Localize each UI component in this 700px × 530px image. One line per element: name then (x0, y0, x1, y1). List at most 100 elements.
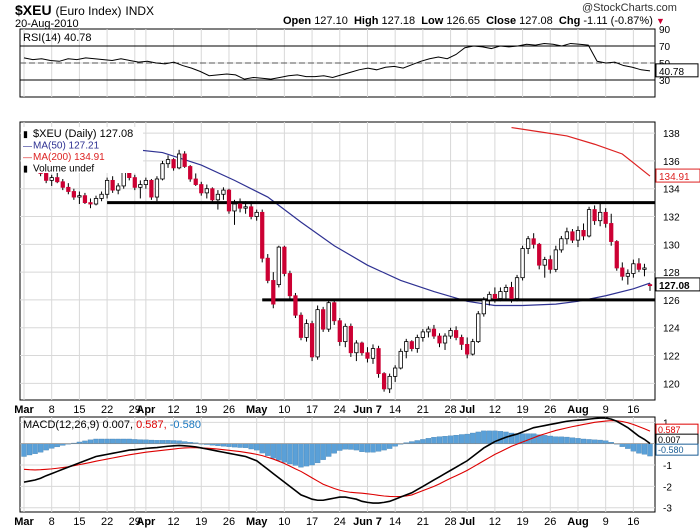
candle-body (60, 181, 65, 188)
x-axis-label: 9 (603, 404, 609, 416)
candle-body (254, 211, 259, 217)
macd-histogram-bar (353, 443, 360, 451)
candle-body (260, 211, 265, 259)
candle-body (193, 178, 198, 185)
price-tick-label: 130 (663, 240, 680, 251)
macd-histogram-bar (165, 440, 171, 444)
symbol: $XEU (15, 2, 52, 18)
macd-histogram-bar (276, 443, 282, 461)
macd-x-axis-label: Aug (567, 516, 588, 528)
candle-body (442, 335, 448, 344)
candle-body (437, 335, 442, 344)
candle-body (215, 193, 221, 201)
ma200-last-label: 134.91 (659, 172, 690, 183)
candle-body (404, 341, 409, 352)
legend-entry: Volume undef (33, 164, 94, 175)
macd-histogram-bar (575, 438, 581, 444)
candle-body (77, 195, 82, 198)
candle-body (492, 293, 498, 299)
candle-body (481, 299, 486, 315)
macd-histogram-bar (414, 440, 420, 444)
macd-histogram-bar (547, 435, 553, 444)
price-tick-label: 136 (663, 157, 680, 168)
macd-histogram-bar (436, 436, 443, 444)
candle-body (487, 293, 492, 301)
price-tick-label: 124 (663, 324, 680, 335)
candle-body (210, 188, 215, 201)
candle-body (531, 238, 536, 245)
macd-histogram-bar (26, 443, 33, 456)
candle-body (332, 302, 337, 322)
macd-histogram-bar (182, 441, 188, 444)
candle-body (354, 342, 359, 354)
macd-x-axis-label: 15 (73, 516, 85, 528)
symbol-title: $XEU (Euro Index) INDX (15, 2, 154, 18)
macd-histogram-bar (420, 439, 426, 444)
candle-body (636, 263, 642, 270)
macd-histogram-bar (270, 443, 276, 459)
macd-tick-label: -2 (663, 482, 672, 493)
low-value: 126.65 (446, 15, 480, 27)
macd-histogram-bar (254, 443, 260, 451)
close-label: Close (486, 15, 517, 27)
macd-histogram-bar (215, 443, 221, 446)
macd-line (23, 417, 651, 504)
candle-body (548, 259, 553, 270)
quote-date: 20-Aug-2010 (15, 18, 79, 30)
macd-histogram-bar (21, 443, 27, 457)
candle-body (387, 375, 392, 390)
macd-histogram-bar (159, 440, 166, 444)
high-value: 127.18 (381, 15, 416, 27)
candle-body (82, 195, 88, 204)
macd-histogram-bar (309, 443, 315, 466)
macd-histogram-bar (459, 434, 465, 444)
macd-x-axis-label: 19 (195, 516, 207, 528)
macd-histogram-bar (259, 443, 265, 454)
macd-histogram-bar (226, 443, 232, 447)
macd-x-axis-label: May (246, 516, 268, 528)
legend-swatch: ▮ (23, 129, 28, 139)
x-axis-label: Jul (459, 404, 475, 416)
candle-body (243, 206, 248, 209)
macd-histogram-bar (104, 438, 110, 444)
candle-body (448, 330, 453, 337)
macd-histogram-bar (176, 440, 182, 444)
candle-body (66, 186, 71, 192)
macd-histogram-bar (292, 443, 299, 466)
macd-x-axis-label: 21 (417, 516, 429, 528)
price-tick-label: 132 (663, 213, 680, 224)
ma200-last-badge (655, 168, 700, 183)
candle-body (365, 352, 370, 359)
candle-body (154, 178, 160, 198)
macd-histogram-bar (49, 443, 55, 449)
rsi-tick-label: 90 (659, 25, 671, 36)
macd-x-axis-label: 24 (334, 516, 346, 528)
macd-histogram-bar (558, 436, 565, 444)
macd-x-axis-label: Mar (14, 516, 34, 528)
macd-histogram-bar (636, 443, 642, 454)
candle-body (176, 153, 182, 169)
candle-body (476, 313, 481, 343)
candle-body (287, 273, 293, 297)
macd-histogram-bar (348, 443, 354, 450)
close-value: 127.08 (519, 15, 553, 27)
candle-body (171, 159, 176, 169)
legend-swatch: — (23, 152, 32, 162)
macd-histogram-bar (597, 439, 603, 444)
macd-histogram-bar (87, 439, 94, 444)
candle-body (88, 202, 93, 205)
candle-body (370, 348, 376, 359)
macd-histogram-bar (320, 443, 326, 460)
macd-histogram-bar (375, 443, 382, 452)
candle-body (592, 209, 597, 222)
legend-entry: MA(50) 127.21 (33, 141, 100, 152)
candle-body (509, 287, 514, 299)
macd-histogram-bar (98, 438, 105, 444)
macd-histogram-bar (121, 438, 127, 444)
macd-x-axis-label: 8 (49, 516, 55, 528)
rsi-tick-label: 70 (659, 42, 671, 53)
ma200-line (511, 126, 651, 177)
macd-x-axis-label: Jun 7 (353, 516, 382, 528)
candle-body (465, 343, 470, 355)
macd-histogram-bar (242, 443, 249, 448)
